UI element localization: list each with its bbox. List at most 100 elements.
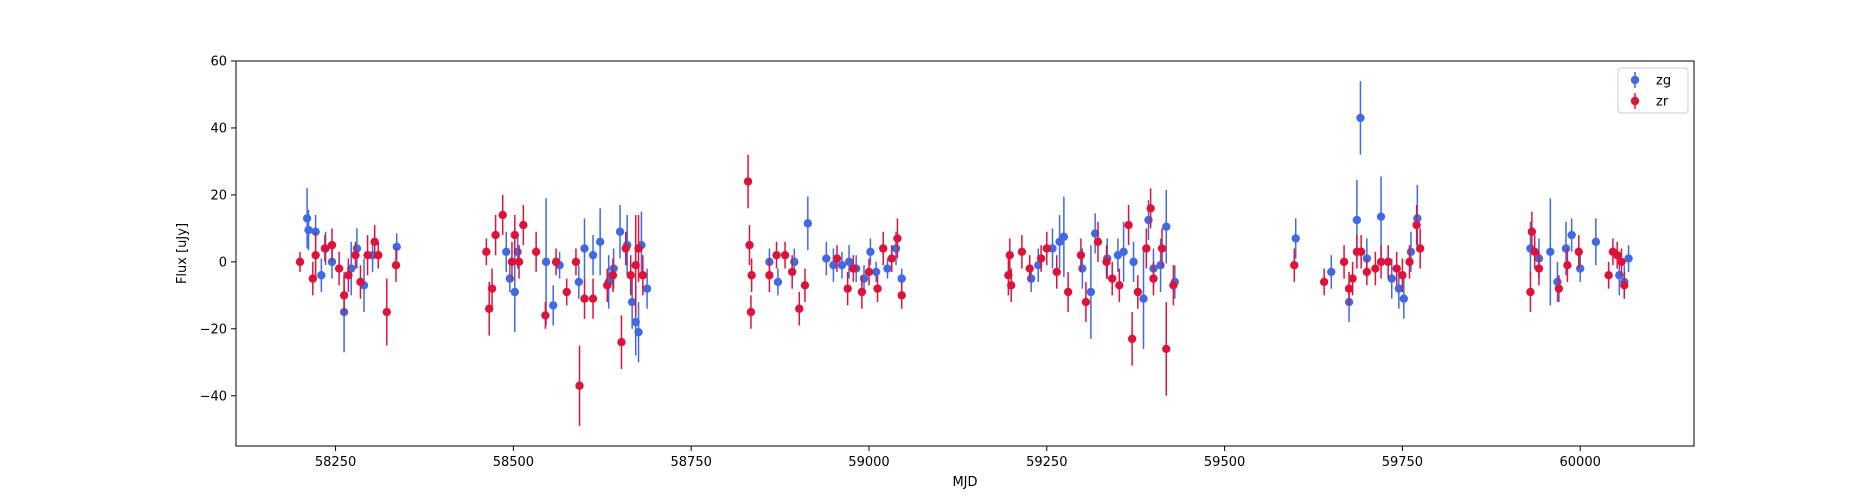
legend-marker-zg xyxy=(1630,75,1640,85)
data-point-zg xyxy=(1615,271,1624,280)
data-point-zg xyxy=(1561,244,1571,253)
data-point-zr xyxy=(311,250,320,260)
data-point-zg xyxy=(1387,274,1396,283)
y-tick-label: 60 xyxy=(210,55,227,70)
data-point-zr xyxy=(873,284,882,293)
data-point-zr xyxy=(1356,247,1366,257)
data-point-zr xyxy=(1604,271,1613,280)
legend-box xyxy=(1617,67,1689,114)
legend: zg zr xyxy=(1617,67,1689,114)
data-point-zr xyxy=(638,271,648,280)
data-point-zg xyxy=(505,274,515,283)
data-point-zg xyxy=(844,257,854,267)
data-point-zg xyxy=(1376,212,1386,221)
y-tick-label: 40 xyxy=(210,121,227,136)
data-point-zg xyxy=(773,277,783,287)
data-point-zr xyxy=(320,244,330,253)
data-point-zr xyxy=(1093,237,1103,246)
data-point-zg xyxy=(502,247,511,257)
data-point-zg xyxy=(580,244,589,253)
data-point-zr xyxy=(1127,334,1137,344)
data-point-zr xyxy=(575,381,584,390)
data-point-zr xyxy=(893,234,902,243)
data-point-zr xyxy=(1371,264,1380,273)
data-point-zr xyxy=(1344,284,1354,293)
data-point-zr xyxy=(849,264,858,273)
data-point-zr xyxy=(887,254,896,263)
data-point-zg xyxy=(1394,284,1404,293)
data-point-zg xyxy=(1406,247,1416,257)
data-point-zr xyxy=(772,250,781,260)
legend-label-zg: zg xyxy=(1656,74,1671,89)
data-point-zg xyxy=(790,257,799,267)
data-point-zg xyxy=(1139,294,1148,303)
x-tick-label: 59500 xyxy=(1204,455,1245,470)
data-point-zg xyxy=(1624,254,1633,263)
data-point-zr xyxy=(1398,271,1407,280)
data-point-zr xyxy=(1392,264,1401,273)
data-point-zg xyxy=(1291,234,1300,243)
data-point-zg xyxy=(574,277,584,287)
y-axis: −40 −20 0 20 40 60 xyxy=(200,55,236,404)
data-point-zr xyxy=(857,287,867,297)
data-point-zr xyxy=(339,291,349,300)
data-point-zr xyxy=(621,244,630,253)
data-point-zr xyxy=(370,237,379,246)
data-point-zr xyxy=(551,257,561,267)
data-point-zr xyxy=(1157,244,1167,253)
data-point-zr xyxy=(487,284,497,293)
data-point-zg xyxy=(549,301,558,310)
data-point-zr xyxy=(1081,297,1091,307)
y-tick-label: 20 xyxy=(210,188,227,203)
data-point-zr xyxy=(1017,247,1027,257)
data-point-zg xyxy=(1327,267,1336,277)
data-point-zg xyxy=(1356,113,1365,123)
data-point-zg xyxy=(1576,264,1585,273)
data-point-zg xyxy=(859,274,869,283)
data-point-zr xyxy=(363,250,372,260)
plot-area xyxy=(235,60,1695,447)
plot-frame xyxy=(235,60,1695,447)
data-point-zr xyxy=(1052,267,1061,277)
data-point-zr xyxy=(498,210,507,220)
data-point-zg xyxy=(1129,257,1138,267)
data-point-zr xyxy=(1362,267,1372,277)
data-point-zg xyxy=(1059,232,1069,241)
data-point-zr xyxy=(1102,257,1111,267)
data-point-zr xyxy=(1534,264,1544,273)
data-point-zr xyxy=(580,294,589,303)
data-point-zr xyxy=(1554,284,1564,293)
data-point-zr xyxy=(571,257,581,267)
series-layer xyxy=(295,81,1633,426)
legend-marker-zr xyxy=(1630,96,1640,106)
data-point-zr xyxy=(1526,287,1535,297)
data-point-zr xyxy=(1162,344,1171,354)
data-point-zg xyxy=(541,257,551,267)
data-point-zr xyxy=(626,271,635,280)
data-point-zr xyxy=(1063,287,1073,297)
data-point-zr xyxy=(1290,261,1299,270)
data-point-zr xyxy=(1042,244,1051,253)
data-point-zg xyxy=(1026,274,1036,283)
y-tick-label: −20 xyxy=(200,322,227,337)
x-axis-label: MJD xyxy=(952,475,977,490)
data-point-zg xyxy=(897,274,906,283)
x-tick-label: 59000 xyxy=(848,455,889,470)
data-point-zr xyxy=(743,177,753,186)
data-point-zr xyxy=(617,338,626,347)
data-point-zg xyxy=(1162,222,1171,231)
x-tick-label: 58500 xyxy=(493,455,534,470)
data-point-zr xyxy=(531,247,541,257)
data-point-zg xyxy=(510,287,519,297)
x-axis: 58250 58500 58750 59000 59250 59500 59750 60000 xyxy=(315,446,1601,470)
data-point-zr xyxy=(344,271,353,280)
data-point-zr xyxy=(519,220,528,230)
data-point-zr xyxy=(491,230,500,240)
data-point-zg xyxy=(1078,264,1087,273)
data-point-zr xyxy=(1405,257,1414,267)
data-point-zr xyxy=(634,244,643,253)
data-point-zg xyxy=(837,261,847,270)
data-point-zr xyxy=(351,250,360,260)
data-point-zr xyxy=(1412,220,1421,230)
data-point-zr xyxy=(334,264,344,273)
